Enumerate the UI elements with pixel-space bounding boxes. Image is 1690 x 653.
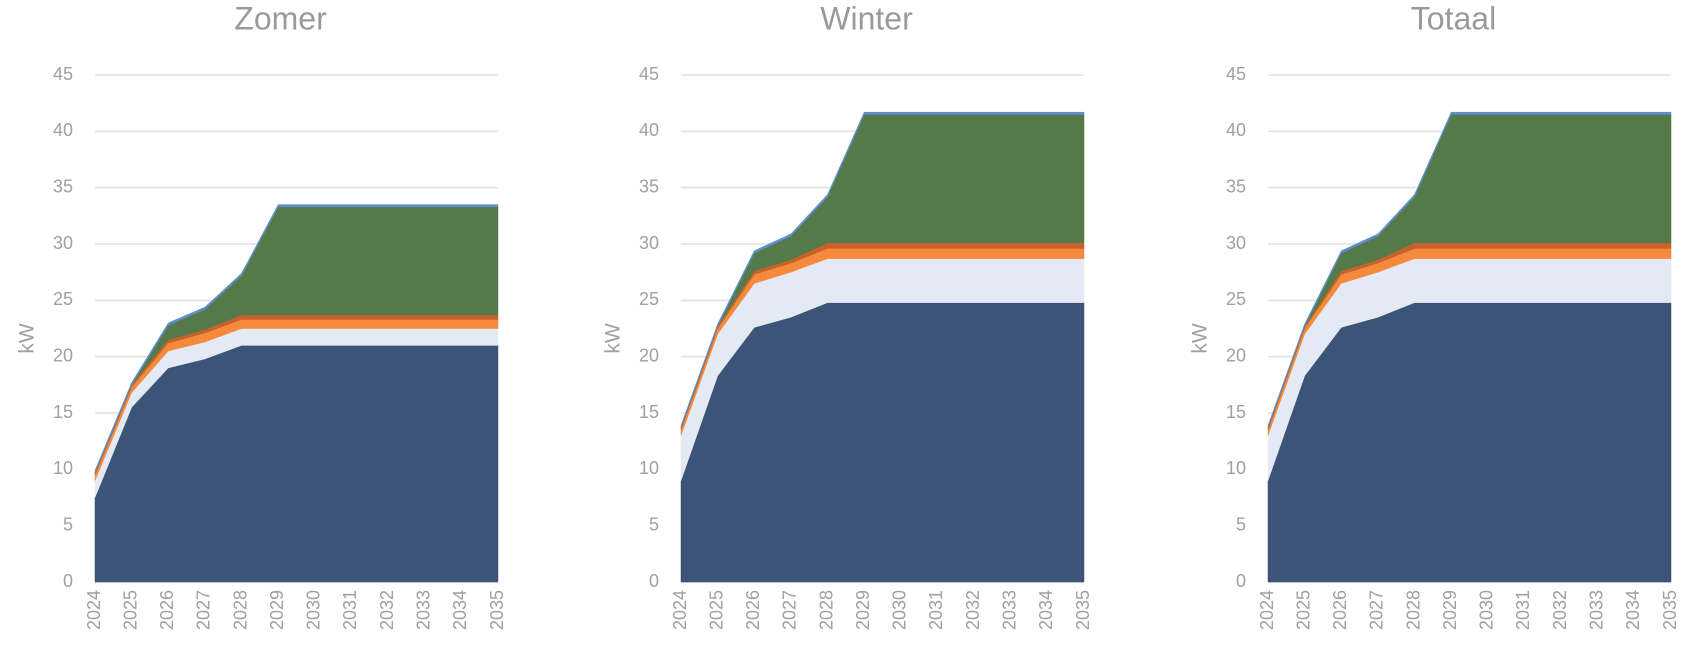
x-tick-label: 2028 (230, 590, 250, 630)
y-tick-label: 10 (639, 458, 659, 478)
y-tick-label: 0 (63, 571, 73, 591)
y-tick-label: 15 (639, 402, 659, 422)
x-tick-label: 2034 (450, 590, 470, 630)
area-series (1267, 111, 1672, 428)
y-tick-label: 15 (53, 402, 73, 422)
area-series (94, 204, 499, 473)
y-tick-label: 5 (63, 514, 73, 534)
y-tick-label: 35 (53, 176, 73, 196)
x-tick-label: 2033 (1586, 590, 1606, 630)
x-tick-label: 2029 (1440, 590, 1460, 630)
y-tick-label: 0 (1236, 571, 1246, 591)
y-tick-label: 35 (1226, 176, 1246, 196)
y-tick-label: 25 (639, 289, 659, 309)
x-tick-label: 2031 (926, 590, 946, 630)
x-tick-label: 2035 (1660, 590, 1680, 630)
x-tick-label: 2033 (413, 590, 433, 630)
x-tick-label: 2026 (157, 590, 177, 630)
x-tick-label: 2030 (304, 590, 324, 630)
y-tick-label: 0 (649, 571, 659, 591)
x-tick-label: 2031 (340, 590, 360, 630)
area-series (680, 111, 1085, 428)
x-tick-label: 2025 (706, 590, 726, 630)
y-tick-label: 5 (649, 514, 659, 534)
x-tick-label: 2032 (377, 590, 397, 630)
y-tick-label: 25 (53, 289, 73, 309)
x-tick-label: 2028 (1403, 590, 1423, 630)
y-tick-label: 40 (1226, 120, 1246, 140)
x-tick-label: 2032 (963, 590, 983, 630)
x-tick-label: 2031 (1513, 590, 1533, 630)
x-tick-label: 2025 (120, 590, 140, 630)
y-tick-label: 25 (1226, 289, 1246, 309)
x-tick-label: 2034 (1036, 590, 1056, 630)
x-tick-label: 2024 (670, 590, 690, 630)
x-tick-label: 2032 (1550, 590, 1570, 630)
x-tick-label: 2029 (267, 590, 287, 630)
x-tick-label: 2026 (1330, 590, 1350, 630)
y-tick-label: 40 (53, 120, 73, 140)
y-tick-label: 45 (1226, 64, 1246, 84)
y-tick-label: 30 (1226, 233, 1246, 253)
x-tick-label: 2030 (1477, 590, 1497, 630)
chart-title: Winter (820, 0, 913, 36)
x-tick-label: 2028 (816, 590, 836, 630)
x-tick-label: 2027 (780, 590, 800, 630)
chart-title: Totaal (1411, 0, 1496, 36)
y-tick-label: 20 (53, 345, 73, 365)
y-tick-label: 10 (53, 458, 73, 478)
x-tick-label: 2027 (1367, 590, 1387, 630)
chart-title: Zomer (234, 0, 327, 36)
y-tick-label: 45 (53, 64, 73, 84)
y-axis-label: kW (602, 323, 625, 354)
x-tick-label: 2025 (1293, 590, 1313, 630)
x-tick-label: 2035 (487, 590, 507, 630)
y-axis-label: kW (16, 323, 39, 354)
y-tick-label: 30 (53, 233, 73, 253)
x-tick-label: 2035 (1073, 590, 1093, 630)
y-tick-label: 20 (1226, 345, 1246, 365)
y-tick-label: 15 (1226, 402, 1246, 422)
y-axis-label: kW (1189, 323, 1212, 354)
x-tick-label: 2027 (194, 590, 214, 630)
y-tick-label: 30 (639, 233, 659, 253)
x-tick-label: 2024 (84, 590, 104, 630)
x-tick-label: 2024 (1257, 590, 1277, 630)
y-tick-label: 35 (639, 176, 659, 196)
x-tick-label: 2026 (743, 590, 763, 630)
x-tick-label: 2030 (890, 590, 910, 630)
x-tick-label: 2034 (1623, 590, 1643, 630)
x-tick-label: 2029 (853, 590, 873, 630)
y-tick-label: 40 (639, 120, 659, 140)
y-tick-label: 5 (1236, 514, 1246, 534)
y-tick-label: 10 (1226, 458, 1246, 478)
y-tick-label: 20 (639, 345, 659, 365)
y-tick-label: 45 (639, 64, 659, 84)
x-tick-label: 2033 (999, 590, 1019, 630)
